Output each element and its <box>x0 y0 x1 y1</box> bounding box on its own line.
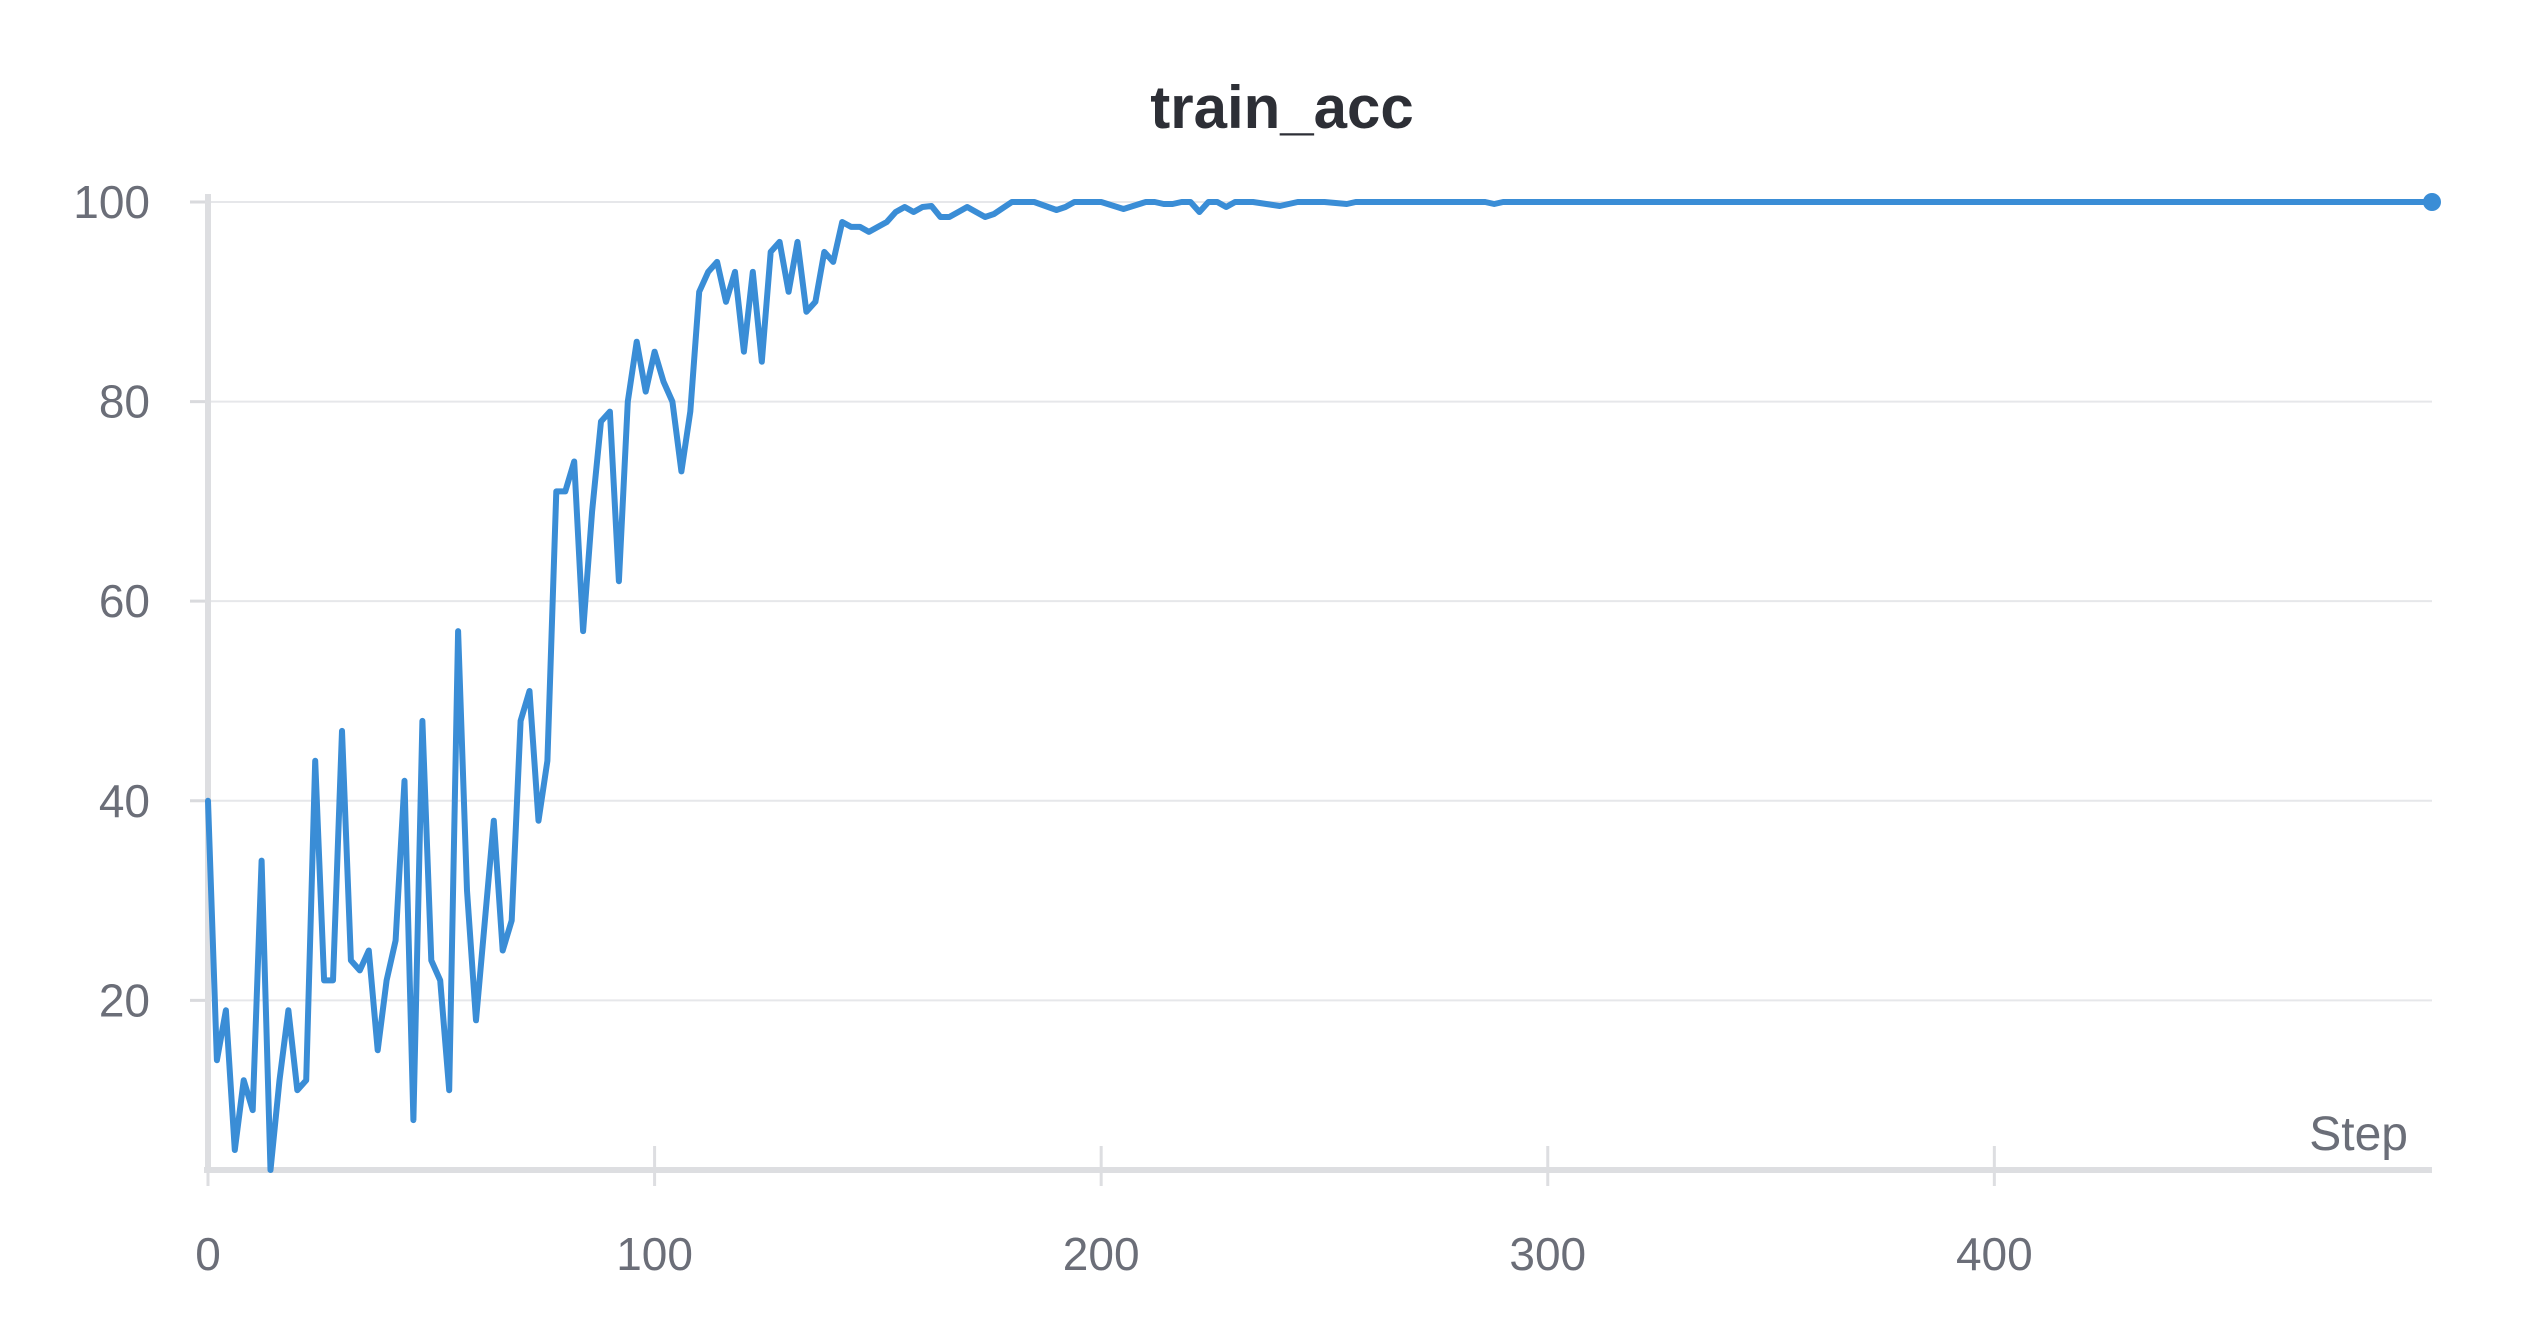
y-tick-label: 60 <box>99 575 150 627</box>
axes <box>190 194 2432 1186</box>
chart-title: train_acc <box>1150 74 1414 141</box>
y-tick-label: 40 <box>99 775 150 827</box>
y-tick-labels: 20 40 60 80 100 <box>73 176 150 1026</box>
x-tick-label: 400 <box>1956 1228 2033 1280</box>
y-tick-label: 20 <box>99 974 150 1026</box>
series-layer <box>205 193 2441 1173</box>
x-tick-label: 200 <box>1063 1228 1140 1280</box>
last-point-marker <box>2423 193 2441 211</box>
y-tick-label: 100 <box>73 176 150 228</box>
x-tick-label: 300 <box>1509 1228 1586 1280</box>
x-axis-label: Step <box>2309 1108 2408 1161</box>
x-tick-label: 0 <box>195 1228 221 1280</box>
gridlines <box>208 201 2432 1002</box>
series-line <box>205 199 2435 1173</box>
x-tick-label: 100 <box>616 1228 693 1280</box>
x-tick-labels: 0 100 200 300 400 <box>195 1228 2033 1280</box>
y-tick-label: 80 <box>99 376 150 428</box>
